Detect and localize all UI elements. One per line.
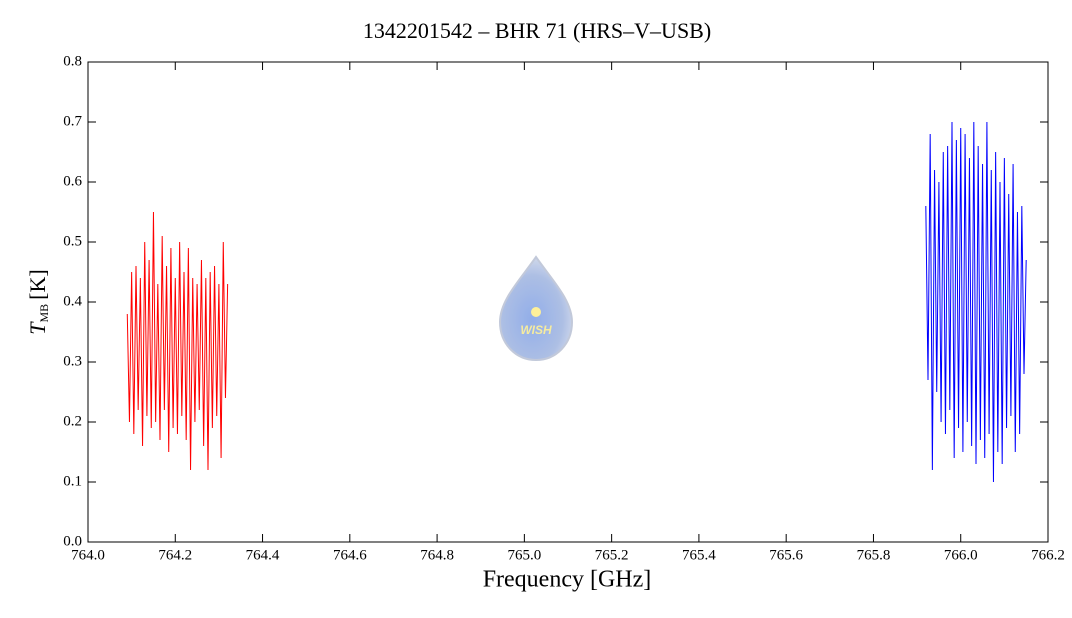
x-tick-label: 766.2 [1031,547,1065,563]
x-tick-label: 764.8 [420,547,454,563]
y-tick-label: 0.4 [63,293,82,309]
y-tick-label: 0.7 [63,113,82,129]
x-tick-label: 764.4 [246,547,280,563]
x-tick-label: 766.0 [944,547,978,563]
y-tick-label: 0.3 [63,353,82,369]
y-axis-label-sub: MB [37,304,51,323]
y-axis-label-main: T [25,321,50,335]
y-tick-label: 0.1 [63,473,82,489]
y-tick-label: 0.6 [63,173,82,189]
logo-text: WISH [520,323,552,337]
x-tick-label: 765.8 [857,547,891,563]
spectrum-line [126,211,229,471]
y-tick-label: 0.8 [63,53,82,69]
y-axis-label-unit: [K] [25,269,50,300]
y-tick-label: 0.5 [63,233,82,249]
x-tick-label: 765.4 [682,547,716,563]
y-tick-label: 0.0 [63,533,82,549]
x-tick-label: 764.2 [158,547,192,563]
x-tick-label: 765.0 [507,547,541,563]
logo: WISH [498,255,574,362]
y-tick-label: 0.2 [63,413,82,429]
logo-star [531,307,541,317]
x-axis-label: Frequency [GHz] [483,567,652,593]
x-tick-label: 765.6 [769,547,803,563]
y-axis-label: TMB [K] [25,269,51,334]
x-tick-label: 764.6 [333,547,367,563]
chart-title: 1342201542 – BHR 71 (HRS–V–USB) [363,18,711,43]
x-tick-label: 765.2 [595,547,629,563]
spectrum-line [925,121,1027,483]
x-tick-label: 764.0 [71,547,105,563]
